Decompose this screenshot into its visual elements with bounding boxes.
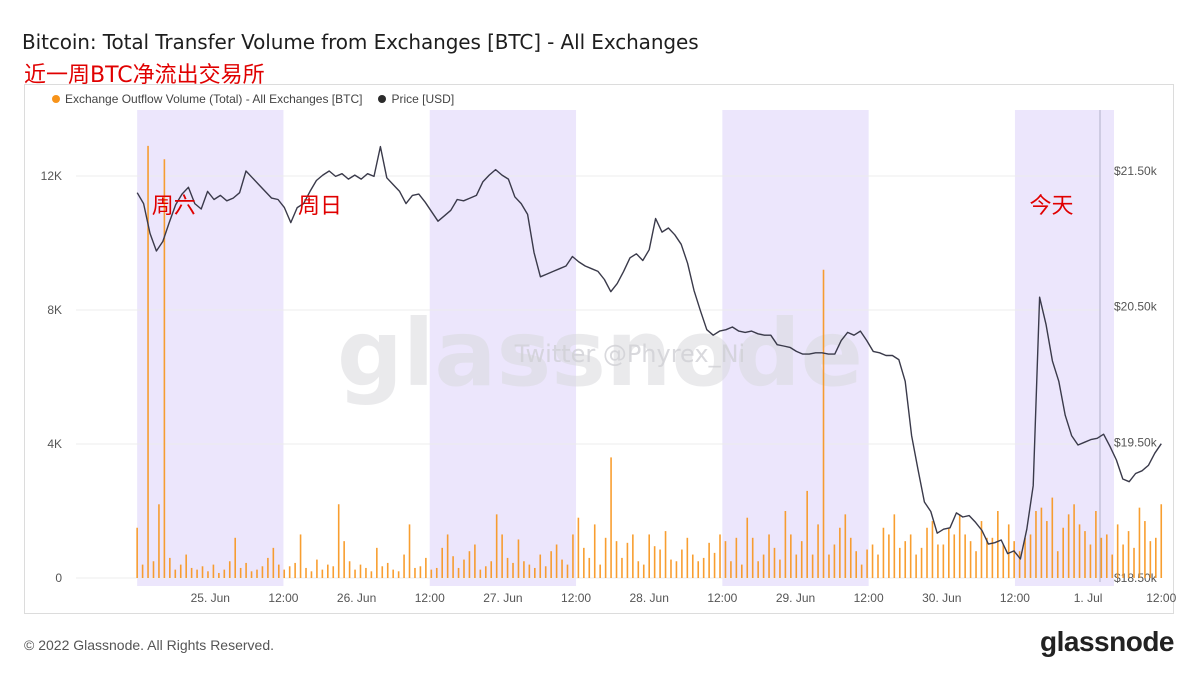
x-axis-tick-label: 12:00 bbox=[561, 591, 591, 605]
legend-label-price: Price [USD] bbox=[391, 92, 455, 106]
x-axis-tick-label: 29. Jun bbox=[776, 591, 815, 605]
chart-subtitle-annotation: 近一周BTC净流出交易所 bbox=[24, 63, 265, 88]
x-axis-tick-label: 12:00 bbox=[707, 591, 737, 605]
footer-copyright: © 2022 Glassnode. All Rights Reserved. bbox=[24, 637, 275, 653]
chart-frame bbox=[24, 84, 1174, 614]
legend: Exchange Outflow Volume (Total) - All Ex… bbox=[52, 92, 454, 106]
day-band bbox=[137, 110, 284, 586]
watermark-glassnode: glassnode bbox=[337, 300, 863, 407]
legend-label-outflow: Exchange Outflow Volume (Total) - All Ex… bbox=[65, 92, 363, 106]
price-legend-dot-icon bbox=[378, 95, 387, 103]
price-line bbox=[136, 145, 1162, 560]
x-axis-tick-label: 26. Jun bbox=[337, 591, 376, 605]
left-axis-tick-label: 8K bbox=[47, 303, 62, 317]
x-axis-tick-label: 12:00 bbox=[1146, 591, 1176, 605]
right-axis-tick-label: $19.50k bbox=[1114, 435, 1158, 449]
x-axis-tick-label: 12:00 bbox=[854, 591, 884, 605]
x-axis-tick-label: 12:00 bbox=[268, 591, 298, 605]
left-axis-tick-label: 12K bbox=[41, 169, 62, 183]
day-band bbox=[429, 110, 577, 586]
x-axis-tick-label: 30. Jun bbox=[922, 591, 961, 605]
x-axis-tick-label: 1. Jul bbox=[1074, 591, 1103, 605]
watermark-twitter: Twitter @Phyrex_Ni bbox=[514, 340, 745, 368]
legend-item-outflow[interactable]: Exchange Outflow Volume (Total) - All Ex… bbox=[52, 92, 362, 106]
outflow-legend-dot-icon bbox=[52, 95, 60, 103]
right-axis-tick-label: $20.50k bbox=[1114, 300, 1158, 314]
left-axis-tick-label: 0 bbox=[55, 571, 62, 585]
right-axis-tick-label: $21.50k bbox=[1114, 164, 1158, 178]
day-band bbox=[1014, 110, 1114, 586]
annotation-label: 今天 bbox=[1030, 194, 1074, 219]
legend-item-price[interactable]: Price [USD] bbox=[378, 92, 454, 106]
day-band bbox=[722, 110, 869, 586]
x-axis-tick-label: 25. Jun bbox=[191, 591, 230, 605]
footer-logo: glassnode bbox=[1040, 626, 1174, 657]
x-axis-tick-label: 12:00 bbox=[415, 591, 445, 605]
annotation-label: 周六 bbox=[152, 194, 196, 219]
x-axis-tick-label: 28. Jun bbox=[630, 591, 669, 605]
right-axis-tick-label: $18.50k bbox=[1114, 571, 1158, 585]
chart-title: Bitcoin: Total Transfer Volume from Exch… bbox=[22, 30, 699, 54]
x-axis-tick-label: 12:00 bbox=[1000, 591, 1030, 605]
annotation-label: 周日 bbox=[298, 194, 342, 219]
x-axis-tick-label: 27. Jun bbox=[483, 591, 522, 605]
left-axis-tick-label: 4K bbox=[47, 437, 62, 451]
